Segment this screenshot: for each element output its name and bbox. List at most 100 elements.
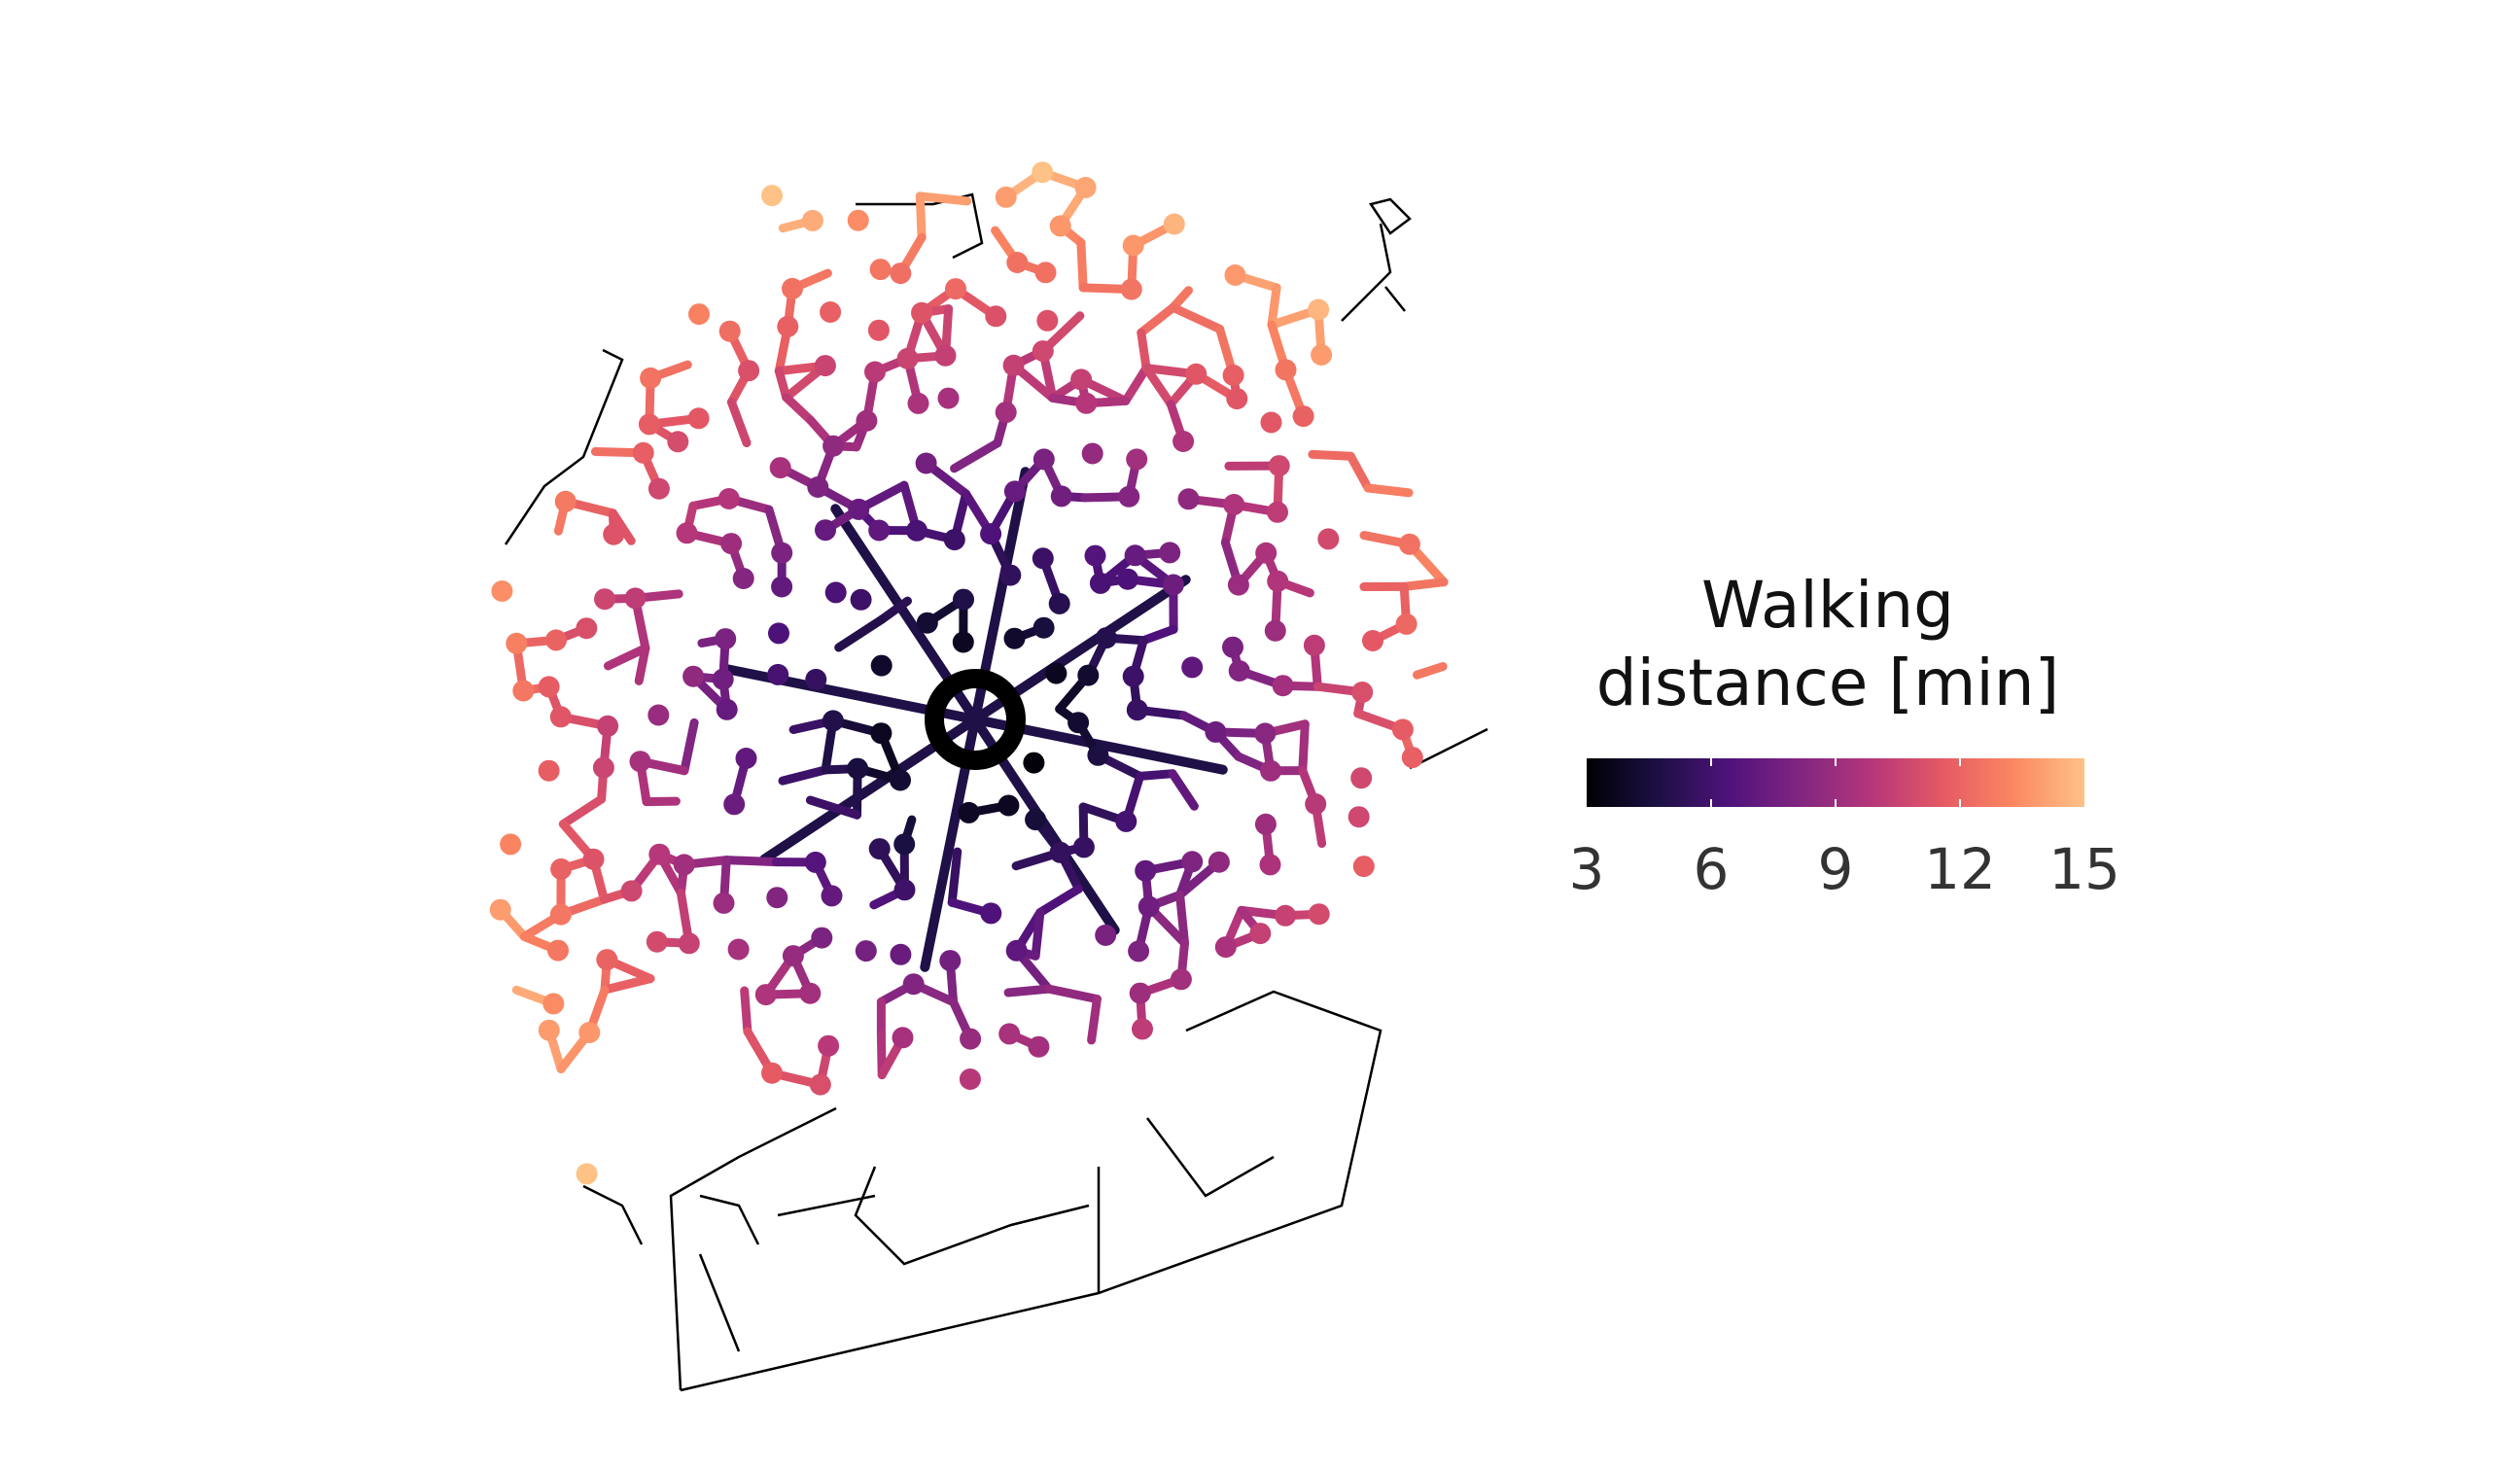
network-node [766, 887, 788, 909]
network-node [1162, 574, 1184, 596]
network-node [1255, 542, 1278, 564]
network-node [1352, 856, 1375, 878]
network-node [855, 940, 877, 962]
network-edge [1298, 719, 1310, 776]
base-street [699, 1194, 760, 1245]
network-node [687, 407, 710, 430]
network-node [596, 949, 618, 971]
network-node [960, 1028, 982, 1050]
network-edge [721, 856, 781, 867]
network-node [712, 668, 734, 690]
network-node [1072, 836, 1095, 858]
network-node [1138, 895, 1160, 918]
network-node [673, 854, 695, 876]
network-node [1260, 411, 1282, 434]
network-node [715, 628, 737, 650]
network-node [911, 301, 932, 324]
network-edge [1399, 578, 1449, 591]
network-edge [877, 596, 912, 624]
network-node [1075, 392, 1098, 414]
network-edge [915, 192, 927, 242]
network-node [620, 880, 643, 902]
network-node [1172, 431, 1195, 452]
network-node [1049, 215, 1071, 237]
network-node [847, 757, 869, 780]
base-street [582, 1184, 644, 1245]
network-edge [1308, 449, 1355, 461]
network-node [640, 367, 662, 389]
network-node [1208, 851, 1230, 873]
network-node [738, 360, 760, 382]
network-node [805, 668, 827, 690]
network-node [896, 347, 919, 369]
network-node [761, 1062, 783, 1084]
network-node [1122, 665, 1144, 687]
network-edge [1168, 769, 1199, 811]
network-node [1124, 544, 1146, 567]
network-node [761, 185, 783, 207]
network-node [820, 301, 842, 323]
network-node [718, 320, 741, 342]
network-node [1226, 388, 1248, 410]
network-node [624, 587, 647, 610]
network-node [713, 892, 735, 914]
network-node [1227, 574, 1249, 596]
network-edge [1137, 328, 1151, 373]
legend-title-line-1: Walking [1700, 568, 1955, 643]
network-node [732, 568, 754, 589]
network-node [1177, 488, 1200, 510]
network-edge [947, 847, 962, 907]
network-node [1264, 619, 1286, 642]
network-node [592, 756, 614, 779]
network-node [1292, 405, 1314, 428]
network-node [1036, 309, 1059, 332]
network-node [824, 581, 847, 604]
base-street [504, 348, 624, 545]
network-edge [1346, 451, 1373, 493]
isochrone-nodes [489, 161, 1423, 1185]
network-node [893, 833, 916, 856]
network-node [1398, 533, 1420, 555]
network-node [1006, 252, 1029, 273]
network-node [985, 305, 1007, 328]
network-node [506, 632, 528, 654]
network-node [1223, 494, 1245, 515]
legend-colorbar [1587, 758, 2084, 807]
network-node [782, 277, 803, 299]
network-node [648, 843, 671, 865]
base-street [777, 1194, 876, 1217]
network-node [995, 402, 1017, 424]
network-node [594, 588, 615, 611]
network-node [578, 1022, 601, 1043]
network-node [1068, 712, 1090, 734]
network-node [1254, 722, 1277, 745]
network-edge [805, 795, 861, 820]
network-node [1028, 1035, 1050, 1058]
network-edge [1044, 984, 1102, 1004]
colorbar-tick-label: 6 [1693, 836, 1730, 902]
network-node [667, 431, 689, 453]
network-node [870, 654, 892, 677]
network-node [1032, 448, 1055, 471]
network-node [1185, 363, 1208, 385]
network-node [1391, 718, 1414, 741]
network-node [1351, 682, 1374, 703]
network-node [682, 665, 705, 687]
base-street [669, 1106, 837, 1391]
network-node [1032, 340, 1054, 363]
network-edge [1087, 995, 1102, 1045]
network-node [811, 927, 833, 949]
network-edge [834, 614, 887, 652]
network-node [1308, 298, 1330, 321]
network-node [1272, 675, 1294, 697]
network-node [1122, 234, 1144, 257]
network-node [1348, 806, 1370, 828]
network-node [814, 355, 836, 377]
network-node [676, 522, 698, 544]
network-node [1095, 627, 1117, 649]
network-edge [634, 644, 650, 685]
network-node [799, 982, 822, 1004]
network-edge [1267, 283, 1281, 330]
network-node [815, 519, 836, 542]
network-node [847, 209, 869, 231]
